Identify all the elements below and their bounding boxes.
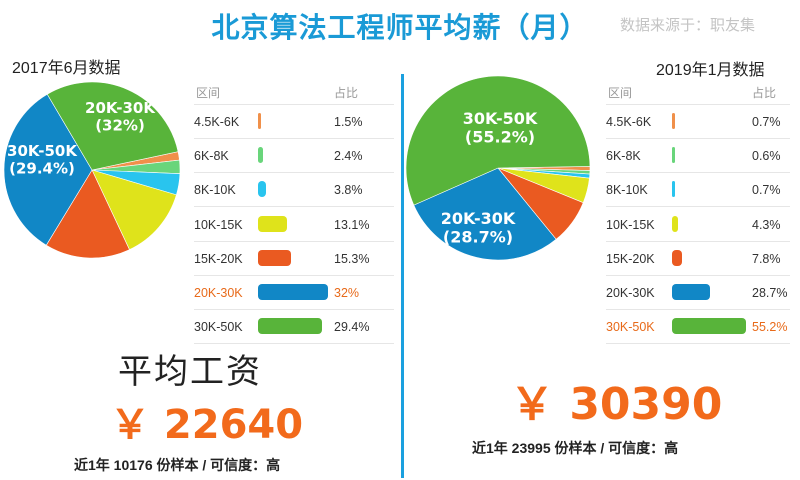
row-bar-4.5K-6K [672,113,675,129]
slice-label-30K-50K: 30K-50K (55.2%) [463,109,538,146]
table-row: 15K-20K 7.8% [606,241,790,276]
header-range: 区间 [608,86,633,100]
row-bar-15K-20K [672,249,683,266]
title-bar: 北京算法工程师平均薪（月） [0,6,800,46]
row-bar-10K-15K [672,215,678,232]
row-bar-6K-8K [258,147,264,164]
data-source: 数据来源于：职友集 [620,17,756,34]
table-row: 6K-8K 2.4% [194,138,394,174]
row-range: 10K-15K [194,217,243,232]
header-share: 占比 [752,86,777,100]
table-row: 6K-8K 0.6% [606,138,790,174]
row-range: 30K-50K [606,320,655,335]
row-bar-20K-30K [672,284,711,300]
slice-label-20K-30K: 20K-30K (28.7%) [441,209,516,246]
row-range: 8K-10K [194,183,236,198]
header-share: 占比 [334,86,359,100]
left-avg-value: ￥ 22640 [110,402,304,448]
row-share: 15.3% [334,251,370,266]
table-row: 10K-15K 13.1% [194,207,394,242]
row-share: 0.7% [752,183,781,198]
center-divider [401,74,404,478]
row-range: 20K-30K [606,286,655,300]
row-range: 20K-30K [194,286,243,300]
table-row: 30K-50K 29.4% [194,309,394,345]
row-bar-6K-8K [672,147,675,164]
pie-chart-2017: 20K-30K (32%)30K-50K (29.4%) [3,81,181,259]
slice-label-20K-30K: 20K-30K (32%) [85,99,156,134]
table-header: 区间 占比 [194,76,394,105]
row-bar-8K-10K [258,181,267,198]
row-range: 6K-8K [194,149,229,164]
pie-slice-10K-15K [91,169,177,251]
pie-slice-20K-30K [3,93,93,246]
row-bar-4.5K-6K [258,113,262,129]
row-share: 1.5% [334,115,363,129]
right-date-label: 2019年1月数据 [656,62,765,79]
table-row: 20K-30K 32% [194,275,394,310]
row-share: 2.4% [334,149,363,164]
row-share: 0.7% [752,115,781,129]
table-header: 区间 占比 [606,76,790,105]
row-bar-15K-20K [258,249,292,266]
pie-slice-15K-20K [45,169,130,259]
table-row: 10K-15K 4.3% [606,207,790,242]
row-share: 32% [334,286,360,300]
row-share: 7.8% [752,251,781,266]
pie-slice-30K-50K [405,75,591,206]
table-row: 15K-20K 15.3% [194,241,394,276]
row-share: 0.6% [752,149,781,164]
slice-label-30K-50K: 30K-50K (29.4%) [7,142,78,177]
row-range: 15K-20K [606,251,655,266]
row-range: 6K-8K [606,149,641,164]
page-title: 北京算法工程师平均薪（月） [211,11,589,44]
row-bar-10K-15K [258,215,287,232]
right-avg-value: ￥ 30390 [510,379,723,430]
pie-slice-30K-50K [46,81,179,171]
row-range: 8K-10K [606,183,648,198]
row-bar-30K-50K [258,318,323,335]
right-sample-text: 近1年 23995 份样本 / 可信度：高 [472,440,679,456]
row-range: 4.5K-6K [606,115,652,129]
left-date-label: 2017年6月数据 [12,60,121,77]
row-range: 15K-20K [194,251,243,266]
row-range: 4.5K-6K [194,115,240,129]
table-row: 4.5K-6K 1.5% [194,104,394,139]
pie-chart-2019: 30K-50K (55.2%) 20K-30K (28.7%) [405,75,591,261]
row-share: 3.8% [334,183,363,198]
row-share: 28.7% [752,286,788,300]
table-row: 8K-10K 0.7% [606,172,790,208]
header-range: 区间 [196,86,221,100]
table-row: 4.5K-6K 0.7% [606,104,790,139]
row-bar-30K-50K [672,318,746,335]
row-share: 13.1% [334,217,370,232]
row-bar-20K-30K [258,284,328,300]
table-row: 8K-10K 3.8% [194,172,394,208]
left-sample-text: 近1年 10176 份样本 / 可信度：高 [74,457,281,473]
row-range: 30K-50K [194,320,243,335]
row-bar-8K-10K [672,181,675,198]
row-share: 55.2% [752,320,788,335]
row-range: 10K-15K [606,217,655,232]
row-share: 4.3% [752,217,781,232]
table-row: 20K-30K 28.7% [606,275,790,310]
avg-salary-label: 平均工资 [118,352,262,392]
row-share: 29.4% [334,320,370,335]
pie-slice-20K-30K [413,167,557,261]
table-row: 30K-50K 55.2% [606,309,790,345]
